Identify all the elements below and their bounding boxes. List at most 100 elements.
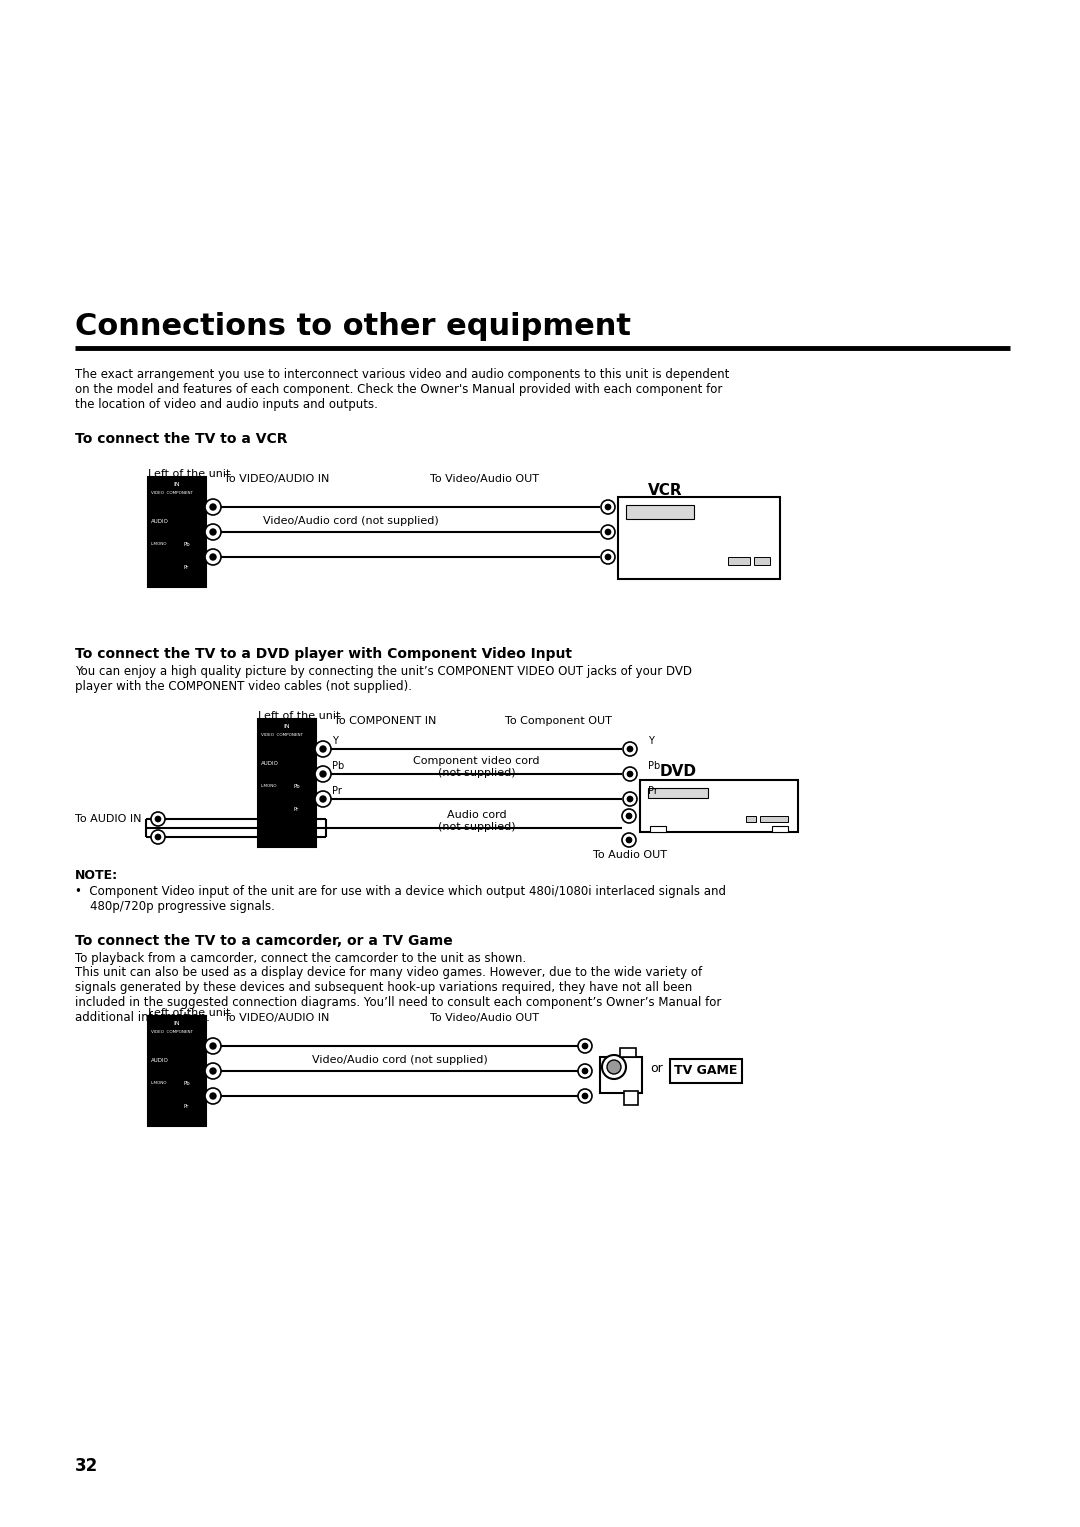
Text: This unit can also be used as a display device for many video games. However, du: This unit can also be used as a display …: [75, 967, 721, 1025]
Circle shape: [205, 524, 221, 541]
Text: Video/Audio cord (not supplied): Video/Audio cord (not supplied): [262, 516, 438, 525]
Circle shape: [210, 554, 216, 560]
Text: DVD: DVD: [660, 764, 697, 779]
Text: IN: IN: [174, 1022, 180, 1026]
Circle shape: [600, 499, 615, 515]
Text: Left of the unit: Left of the unit: [148, 1008, 230, 1019]
Bar: [728, 557, 750, 565]
Circle shape: [623, 742, 637, 756]
Text: Video/Audio cord (not supplied): Video/Audio cord (not supplied): [312, 1055, 487, 1064]
Circle shape: [602, 1055, 626, 1080]
Bar: [670, 1060, 742, 1083]
Bar: [640, 780, 798, 832]
Circle shape: [205, 499, 221, 515]
Bar: [600, 1057, 642, 1093]
Text: Pr: Pr: [648, 786, 658, 796]
Text: Pb: Pb: [184, 1081, 191, 1086]
Text: VIDEO  COMPONENT: VIDEO COMPONENT: [151, 1031, 193, 1034]
Text: To playback from a camcorder, connect the camcorder to the unit as shown.: To playback from a camcorder, connect th…: [75, 951, 526, 965]
Circle shape: [605, 554, 610, 560]
Circle shape: [205, 1063, 221, 1080]
Bar: [650, 826, 666, 832]
Circle shape: [151, 812, 165, 826]
Text: TV GAME: TV GAME: [674, 1064, 738, 1078]
Circle shape: [626, 814, 632, 818]
Text: NOTE:: NOTE:: [75, 869, 118, 883]
Bar: [772, 826, 788, 832]
Circle shape: [315, 791, 330, 806]
Circle shape: [582, 1093, 588, 1098]
Text: Left of the unit: Left of the unit: [148, 469, 230, 479]
Circle shape: [320, 796, 326, 802]
Circle shape: [210, 1067, 216, 1073]
Text: To Video/Audio OUT: To Video/Audio OUT: [430, 473, 539, 484]
Text: To connect the TV to a VCR: To connect the TV to a VCR: [75, 432, 287, 446]
Bar: [754, 557, 770, 565]
Circle shape: [582, 1043, 588, 1049]
Text: VCR: VCR: [648, 483, 683, 498]
Text: AUDIO: AUDIO: [261, 760, 279, 767]
Circle shape: [622, 809, 636, 823]
Circle shape: [210, 1043, 216, 1049]
Text: Y: Y: [332, 736, 338, 747]
Text: AUDIO: AUDIO: [151, 1058, 168, 1063]
Circle shape: [156, 834, 161, 840]
Text: Pb: Pb: [332, 760, 345, 771]
Text: Pb: Pb: [648, 760, 660, 771]
Bar: [624, 1090, 638, 1106]
Text: To AUDIO IN: To AUDIO IN: [75, 814, 141, 825]
Circle shape: [582, 1069, 588, 1073]
Text: To VIDEO/AUDIO IN: To VIDEO/AUDIO IN: [224, 473, 329, 484]
Text: Pr: Pr: [184, 565, 189, 570]
Circle shape: [578, 1089, 592, 1102]
Circle shape: [210, 504, 216, 510]
Bar: [746, 815, 756, 822]
Text: Pr: Pr: [294, 806, 299, 812]
Text: To Audio OUT: To Audio OUT: [593, 851, 667, 860]
Circle shape: [320, 747, 326, 751]
Text: IN: IN: [174, 483, 180, 487]
Circle shape: [205, 550, 221, 565]
Text: VIDEO  COMPONENT: VIDEO COMPONENT: [151, 492, 193, 495]
Circle shape: [622, 834, 636, 847]
Circle shape: [315, 741, 330, 757]
Text: IN: IN: [284, 724, 291, 728]
Text: L.MONO: L.MONO: [151, 542, 167, 547]
Circle shape: [320, 771, 326, 777]
Circle shape: [626, 837, 632, 843]
Circle shape: [623, 767, 637, 780]
Circle shape: [151, 831, 165, 844]
Text: Pr: Pr: [184, 1104, 189, 1109]
Circle shape: [627, 771, 633, 777]
Text: 32: 32: [75, 1457, 98, 1475]
Circle shape: [627, 797, 633, 802]
Text: L.MONO: L.MONO: [151, 1081, 167, 1086]
Text: Pb: Pb: [184, 542, 191, 547]
Text: VIDEO  COMPONENT: VIDEO COMPONENT: [261, 733, 303, 738]
Circle shape: [578, 1038, 592, 1054]
Circle shape: [623, 793, 637, 806]
Circle shape: [600, 525, 615, 539]
Text: You can enjoy a high quality picture by connecting the unit’s COMPONENT VIDEO OU: You can enjoy a high quality picture by …: [75, 664, 692, 693]
Text: AUDIO: AUDIO: [151, 519, 168, 524]
Bar: [620, 1048, 636, 1057]
Text: Connections to other equipment: Connections to other equipment: [75, 312, 631, 341]
Circle shape: [156, 817, 161, 822]
Bar: [760, 815, 788, 822]
Text: To COMPONENT IN: To COMPONENT IN: [334, 716, 436, 725]
Text: L.MONO: L.MONO: [261, 783, 278, 788]
Text: To Video/Audio OUT: To Video/Audio OUT: [430, 1012, 539, 1023]
Bar: [148, 1015, 206, 1125]
Text: Pr: Pr: [332, 786, 342, 796]
Circle shape: [605, 504, 610, 510]
Text: To Component OUT: To Component OUT: [505, 716, 612, 725]
Circle shape: [578, 1064, 592, 1078]
Circle shape: [210, 528, 216, 534]
Text: Left of the unit: Left of the unit: [258, 712, 340, 721]
Bar: [148, 476, 206, 586]
Text: To VIDEO/AUDIO IN: To VIDEO/AUDIO IN: [224, 1012, 329, 1023]
Text: To connect the TV to a DVD player with Component Video Input: To connect the TV to a DVD player with C…: [75, 647, 572, 661]
Circle shape: [205, 1089, 221, 1104]
Text: Y: Y: [648, 736, 653, 747]
Circle shape: [600, 550, 615, 563]
